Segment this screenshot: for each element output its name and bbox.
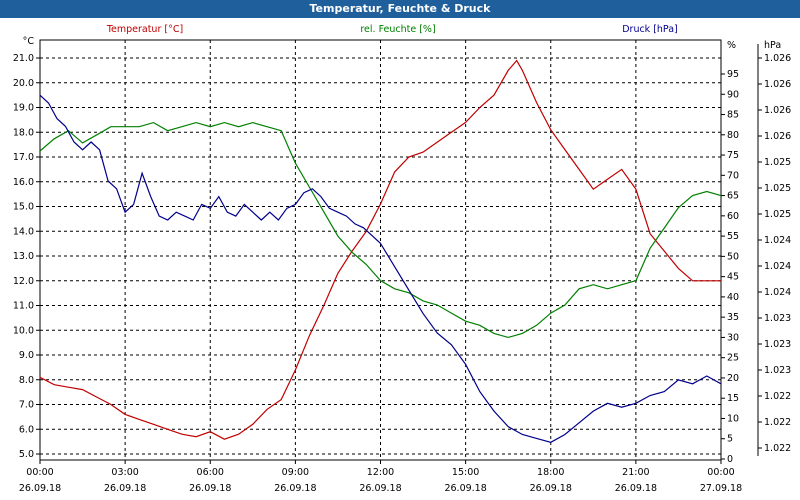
chart-axes: [36, 39, 762, 464]
hum-tick-label: 25: [727, 353, 739, 364]
temp-tick-label: 10.0: [13, 325, 34, 336]
hum-tick-label: 15: [727, 393, 739, 404]
pressure-tick-label: 1.026: [764, 131, 791, 142]
temp-tick-label: 8.0: [19, 375, 34, 386]
temp-unit-label: °C: [23, 36, 35, 47]
pressure-tick-label: 1.026: [764, 53, 791, 64]
temp-tick-label: 14.0: [13, 226, 34, 237]
hum-tick-label: 20: [727, 373, 739, 384]
hum-tick-label: 50: [727, 251, 739, 262]
hum-axis-title: rel. Feuchte [%]: [360, 24, 435, 35]
temp-tick-label: 18.0: [13, 127, 34, 138]
pressure-tick-label: 1.023: [764, 365, 791, 376]
pressure-unit-label: hPa: [764, 40, 781, 51]
chart-grid: [40, 40, 721, 460]
x-tick-date: 26.09.18: [444, 483, 486, 494]
x-tick-date: 26.09.18: [530, 483, 572, 494]
temp-tick-label: 9.0: [19, 350, 34, 361]
pressure-tick-label: 1.023: [764, 339, 791, 350]
pressure-tick-label: 1.024: [764, 287, 791, 298]
x-tick-time: 00:00: [707, 467, 734, 478]
pressure-tick-label: 1.025: [764, 209, 791, 220]
x-tick-date: 26.09.18: [189, 483, 231, 494]
pressure-tick-label: 1.023: [764, 313, 791, 324]
temp-tick-label: 20.0: [13, 78, 34, 89]
pressure-axis-title: Druck [hPa]: [622, 24, 678, 35]
hum-tick-label: 95: [727, 69, 739, 80]
hum-tick-label: 10: [727, 413, 739, 424]
temp-tick-label: 15.0: [13, 202, 34, 213]
x-tick-time: 21:00: [622, 467, 649, 478]
temp-axis-title: Temperatur [°C]: [106, 24, 183, 35]
window-title: Temperatur, Feuchte & Druck: [0, 0, 800, 18]
hum-tick-label: 55: [727, 231, 739, 242]
x-tick-date: 26.09.18: [104, 483, 146, 494]
temp-tick-label: 12.0: [13, 276, 34, 287]
temp-tick-label: 5.0: [19, 449, 34, 460]
x-tick-date: 27.09.18: [700, 483, 742, 494]
x-tick-time: 09:00: [282, 467, 309, 478]
x-tick-date: 26.09.18: [19, 483, 61, 494]
temp-tick-label: 19.0: [13, 103, 34, 114]
temp-tick-label: 6.0: [19, 424, 34, 435]
x-tick-date: 26.09.18: [359, 483, 401, 494]
pressure-tick-label: 1.024: [764, 235, 791, 246]
hum-tick-label: 0: [727, 454, 733, 465]
pressure-tick-label: 1.022: [764, 417, 791, 428]
temp-tick-label: 21.0: [13, 53, 34, 64]
hum-tick-label: 70: [727, 170, 739, 181]
hum-tick-label: 75: [727, 150, 739, 161]
temp-tick-label: 17.0: [13, 152, 34, 163]
pressure-tick-label: 1.025: [764, 183, 791, 194]
temp-tick-label: 7.0: [19, 400, 34, 411]
series-line-pressure: [39, 94, 722, 443]
x-tick-time: 06:00: [197, 467, 224, 478]
x-tick-time: 03:00: [111, 467, 138, 478]
x-tick-time: 18:00: [537, 467, 564, 478]
chart-labels: 5.0 6.0 7.0 8.0 9.0 10.0 11.0 12.0 13.0 14.0 15.0 1…: [13, 24, 791, 494]
pressure-tick-label: 1.026: [764, 105, 791, 116]
x-tick-time: 15:00: [452, 467, 479, 478]
series-line-temperature: [39, 59, 721, 440]
hum-tick-label: 60: [727, 211, 739, 222]
hum-tick-label: 35: [727, 312, 739, 323]
pressure-tick-label: 1.022: [764, 443, 791, 454]
hum-unit-label: %: [727, 40, 736, 51]
hum-tick-label: 85: [727, 110, 739, 121]
x-tick-date: 26.09.18: [274, 483, 316, 494]
hum-tick-label: 40: [727, 292, 739, 303]
x-tick-time: 12:00: [367, 467, 394, 478]
x-tick-date: 26.09.18: [615, 483, 657, 494]
series-line-humidity: [39, 121, 722, 339]
pressure-tick-label: 1.024: [764, 261, 791, 272]
temp-tick-label: 11.0: [13, 301, 34, 312]
temp-tick-label: 16.0: [13, 177, 34, 188]
hum-tick-label: 80: [727, 130, 739, 141]
hum-tick-label: 65: [727, 191, 739, 202]
hum-tick-label: 45: [727, 272, 739, 283]
chart-lines: [39, 59, 722, 443]
temp-tick-label: 13.0: [13, 251, 34, 262]
hum-tick-label: 30: [727, 332, 739, 343]
pressure-tick-label: 1.022: [764, 391, 791, 402]
hum-tick-label: 90: [727, 89, 739, 100]
x-tick-time: 00:00: [26, 467, 53, 478]
pressure-tick-label: 1.026: [764, 79, 791, 90]
pressure-tick-label: 1.025: [764, 157, 791, 168]
hum-tick-label: 5: [727, 434, 733, 445]
